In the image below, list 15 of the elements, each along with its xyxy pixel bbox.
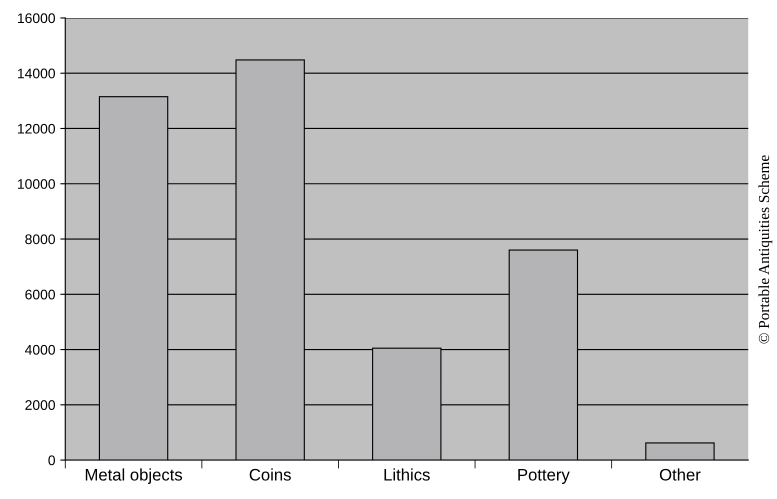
text: © Portable Antiquities Scheme [758,155,772,344]
y-tick-label: 10000 [18,179,56,189]
y-tick-label: 16000 [18,13,56,24]
y-tick-label: 0 [48,455,56,466]
x-tick-label: Pottery [518,469,570,484]
y-tick-label: 12000 [18,124,56,134]
y-tick-label: 2000 [25,400,56,410]
x-tick-label: Coins [250,468,291,481]
y-tick-label: 14000 [18,68,56,78]
x-tick-label: Other [660,468,701,481]
y-tick-label: 8000 [25,234,56,244]
y-tick-label: 6000 [25,290,56,300]
x-tick-label: Metal objects [86,468,182,484]
x-tick-label: Lithics [384,468,430,481]
y-tick-label: 4000 [24,344,56,355]
